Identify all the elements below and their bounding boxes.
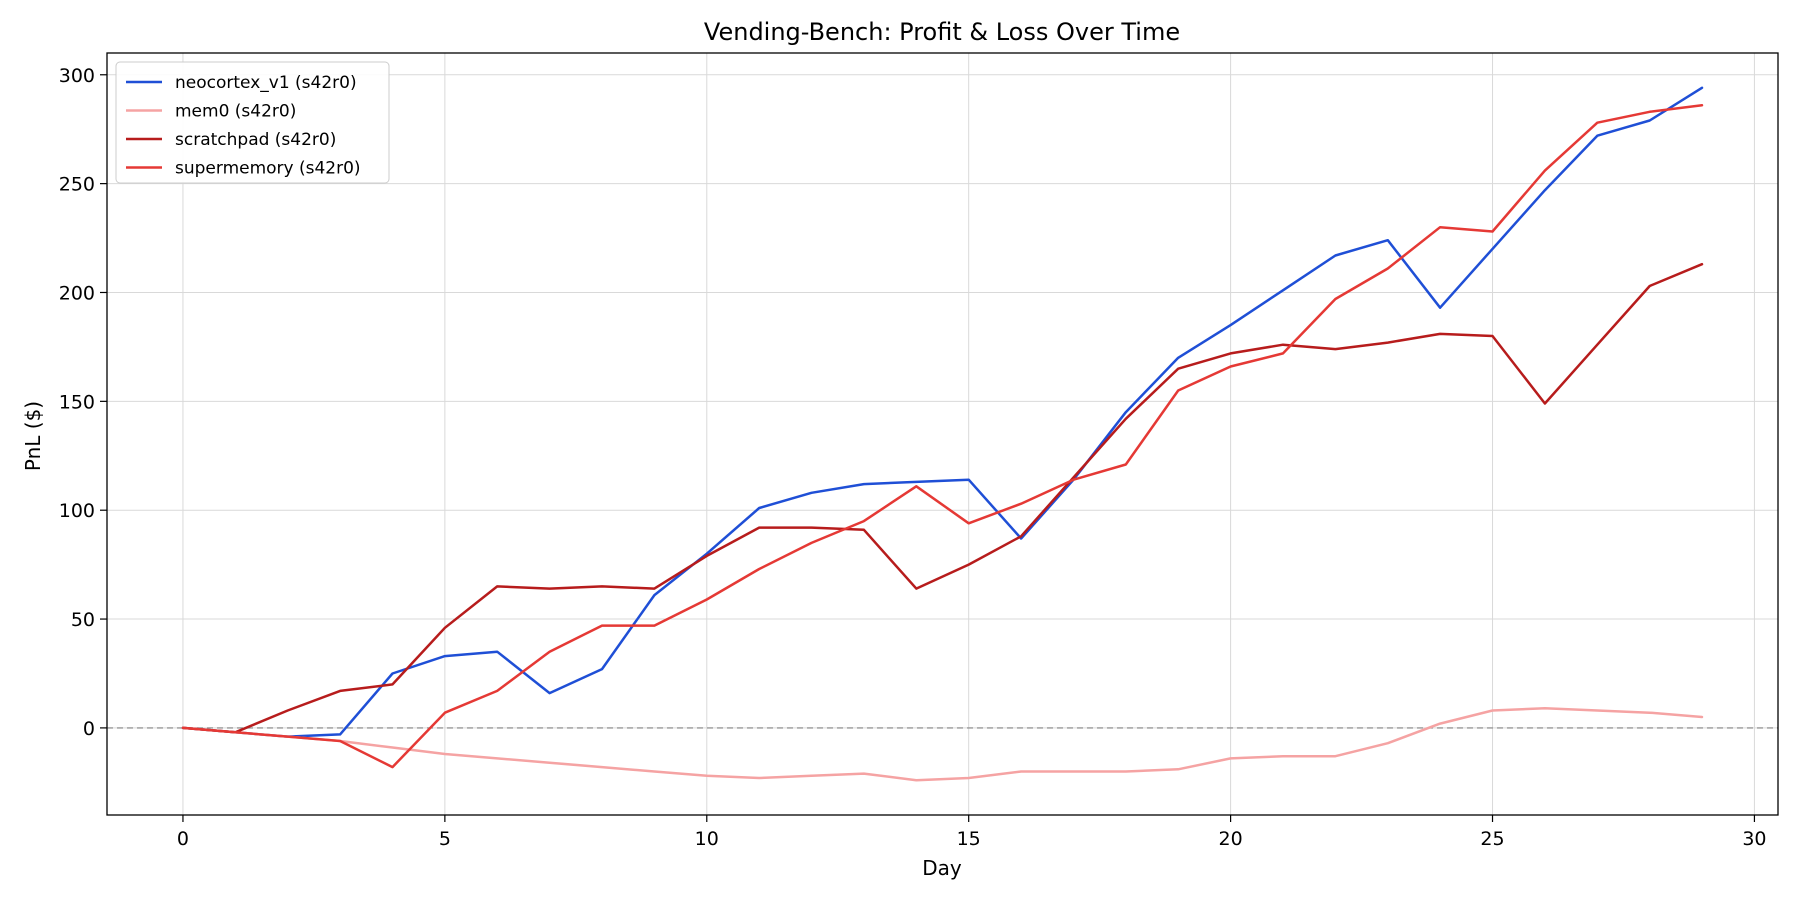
x-axis-label: Day — [922, 856, 962, 880]
plot-frame — [106, 52, 1779, 816]
y-tick-label: 150 — [59, 391, 95, 413]
series-line-scratchpad — [181, 262, 1704, 734]
legend-label-mem0: mem0 (s42r0) — [175, 102, 296, 122]
series-group — [181, 86, 1704, 782]
y-tick-label: 100 — [59, 500, 95, 522]
x-tick-label: 25 — [1480, 828, 1504, 850]
y-tick-label: 50 — [71, 609, 95, 631]
x-tick-label: 20 — [1219, 828, 1243, 850]
y-tick-label: 250 — [59, 174, 95, 196]
y-tick-label: 300 — [59, 65, 95, 87]
y-axis-label: PnL ($) — [21, 401, 45, 471]
y-axis-ticks: 0 50 100 150 200 250 300 — [59, 65, 107, 740]
legend-label-supermemory: supermemory (s42r0) — [175, 159, 361, 179]
series-line-mem0 — [181, 707, 1704, 782]
legend-label-neocortex-v1: neocortex_v1 (s42r0) — [175, 73, 357, 93]
legend-box — [115, 61, 390, 184]
series-line-neocortex-v1 — [181, 86, 1704, 738]
chart-title: Vending-Bench: Profit & Loss Over Time — [704, 18, 1180, 46]
x-tick-label: 30 — [1742, 828, 1766, 850]
series-line-supermemory — [181, 104, 1704, 769]
y-tick-label: 200 — [59, 282, 95, 304]
x-axis-ticks: 0 5 10 15 20 25 30 — [177, 815, 1767, 850]
legend: neocortex_v1 (s42r0) mem0 (s42r0) scratchp… — [115, 61, 390, 184]
grid — [107, 53, 1778, 815]
legend-label-scratchpad: scratchpad (s42r0) — [175, 130, 336, 150]
x-tick-label: 10 — [695, 828, 719, 850]
x-tick-label: 5 — [439, 828, 451, 850]
y-tick-label: 0 — [83, 718, 95, 740]
x-tick-label: 0 — [177, 828, 189, 850]
x-tick-label: 15 — [957, 828, 981, 850]
